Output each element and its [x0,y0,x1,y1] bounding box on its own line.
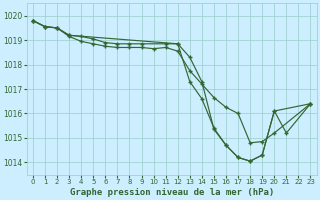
X-axis label: Graphe pression niveau de la mer (hPa): Graphe pression niveau de la mer (hPa) [69,188,274,197]
